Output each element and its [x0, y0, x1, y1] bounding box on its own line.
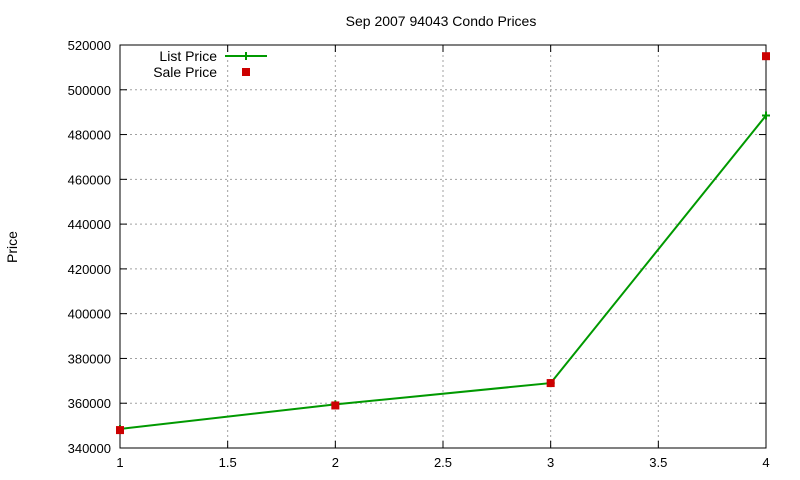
sale-price-point	[116, 426, 124, 435]
series-list-price	[116, 111, 770, 433]
y-tick-label: 360000	[68, 396, 111, 411]
x-tick-label: 3	[547, 455, 554, 470]
x-tick-label: 2	[332, 455, 339, 470]
y-tick-label: 480000	[68, 128, 111, 143]
sale-price-point	[331, 401, 340, 410]
y-tick-label: 500000	[68, 83, 111, 98]
sale-price-point	[546, 379, 555, 388]
tick-labels: 340000 360000 380000 400000 420000 440000 4600…	[68, 38, 770, 470]
x-tick-label: 2.5	[434, 455, 452, 470]
axes	[119, 44, 767, 449]
y-tick-label: 460000	[68, 172, 111, 187]
legend-marker-sale-price	[242, 68, 250, 76]
legend-label-sale-price: Sale Price	[153, 64, 217, 80]
x-tick-label: 4	[762, 455, 769, 470]
chart-title: Sep 2007 94043 Condo Prices	[346, 13, 537, 29]
y-tick-label: 340000	[68, 441, 111, 456]
data-series	[116, 52, 770, 435]
y-tick-label: 440000	[68, 217, 111, 232]
legend-marker-list-price	[242, 52, 250, 60]
plot-border	[119, 44, 767, 449]
legend-label-list-price: List Price	[159, 48, 217, 64]
y-tick-label: 380000	[68, 351, 111, 366]
grid-lines	[120, 45, 766, 448]
x-tick-label: 1	[116, 455, 123, 470]
y-axis-label: Price	[4, 231, 20, 263]
y-tick-label: 420000	[68, 262, 111, 277]
list-price-point	[762, 111, 770, 120]
sale-price-point	[762, 52, 770, 61]
y-tick-label: 400000	[68, 307, 111, 322]
series-sale-price	[116, 52, 770, 435]
x-tick-label: 1.5	[219, 455, 237, 470]
x-tick-label: 3.5	[649, 455, 667, 470]
list-price-line	[119, 114, 767, 430]
y-tick-label: 520000	[68, 38, 111, 53]
